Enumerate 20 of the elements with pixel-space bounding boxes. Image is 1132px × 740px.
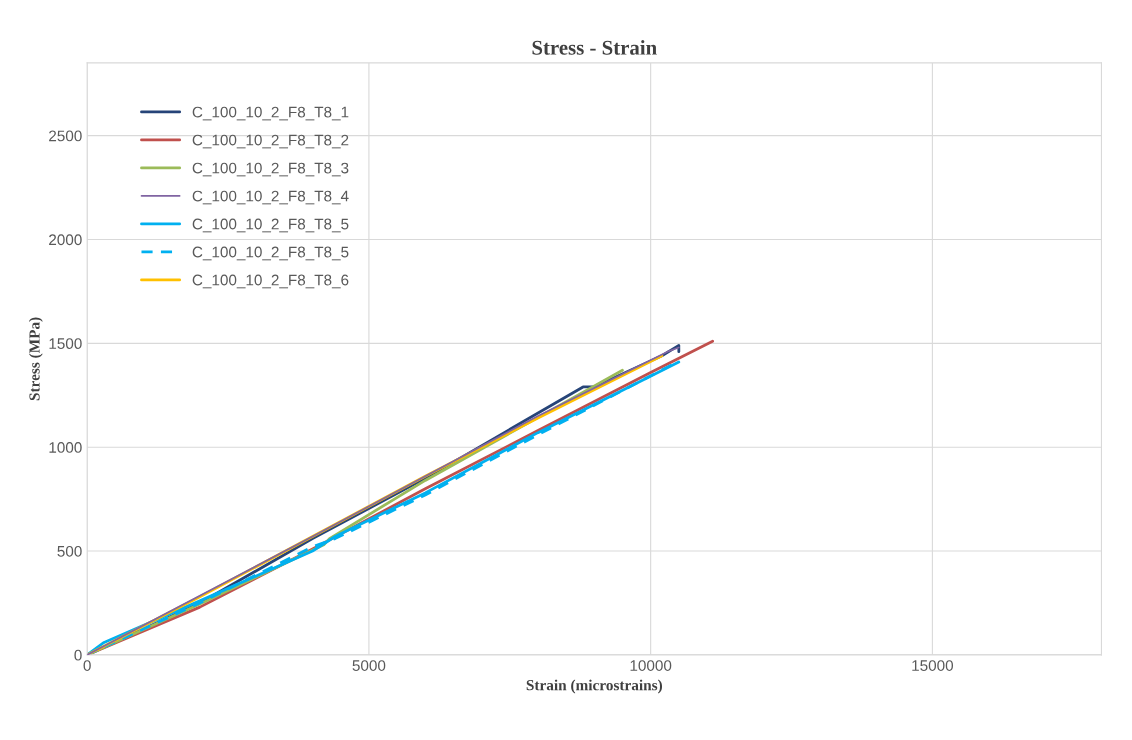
legend-label: C_100_10_2_F8_T8_5	[192, 246, 349, 261]
x-tick-label: 0	[83, 660, 91, 671]
legend-label: C_100_10_2_F8_T8_2	[192, 134, 349, 149]
y-tick-label: 2000	[49, 234, 82, 246]
y-tick-label: 500	[57, 545, 82, 557]
legend-label: C_100_10_2_F8_T8_5	[192, 218, 349, 233]
legend-label: C_100_10_2_F8_T8_1	[192, 106, 349, 121]
legend-label: C_100_10_2_F8_T8_4	[192, 190, 349, 205]
y-tick-label: 0	[74, 649, 82, 661]
y-tick-label: 2500	[49, 130, 82, 142]
x-tick-label: 5000	[352, 660, 386, 671]
x-tick-label: 10000	[630, 660, 672, 671]
y-axis-title: Stress (MPa)	[28, 317, 43, 401]
x-tick-label: 15000	[912, 660, 954, 671]
chart-title: Stress - Strain	[532, 40, 657, 55]
y-tick-label: 1000	[49, 442, 82, 453]
legend-label: C_100_10_2_F8_T8_6	[192, 274, 349, 289]
legend-label: C_100_10_2_F8_T8_3	[192, 162, 349, 177]
y-tick-label: 1500	[49, 338, 82, 350]
x-axis-title: Strain (microstrains)	[526, 679, 663, 694]
